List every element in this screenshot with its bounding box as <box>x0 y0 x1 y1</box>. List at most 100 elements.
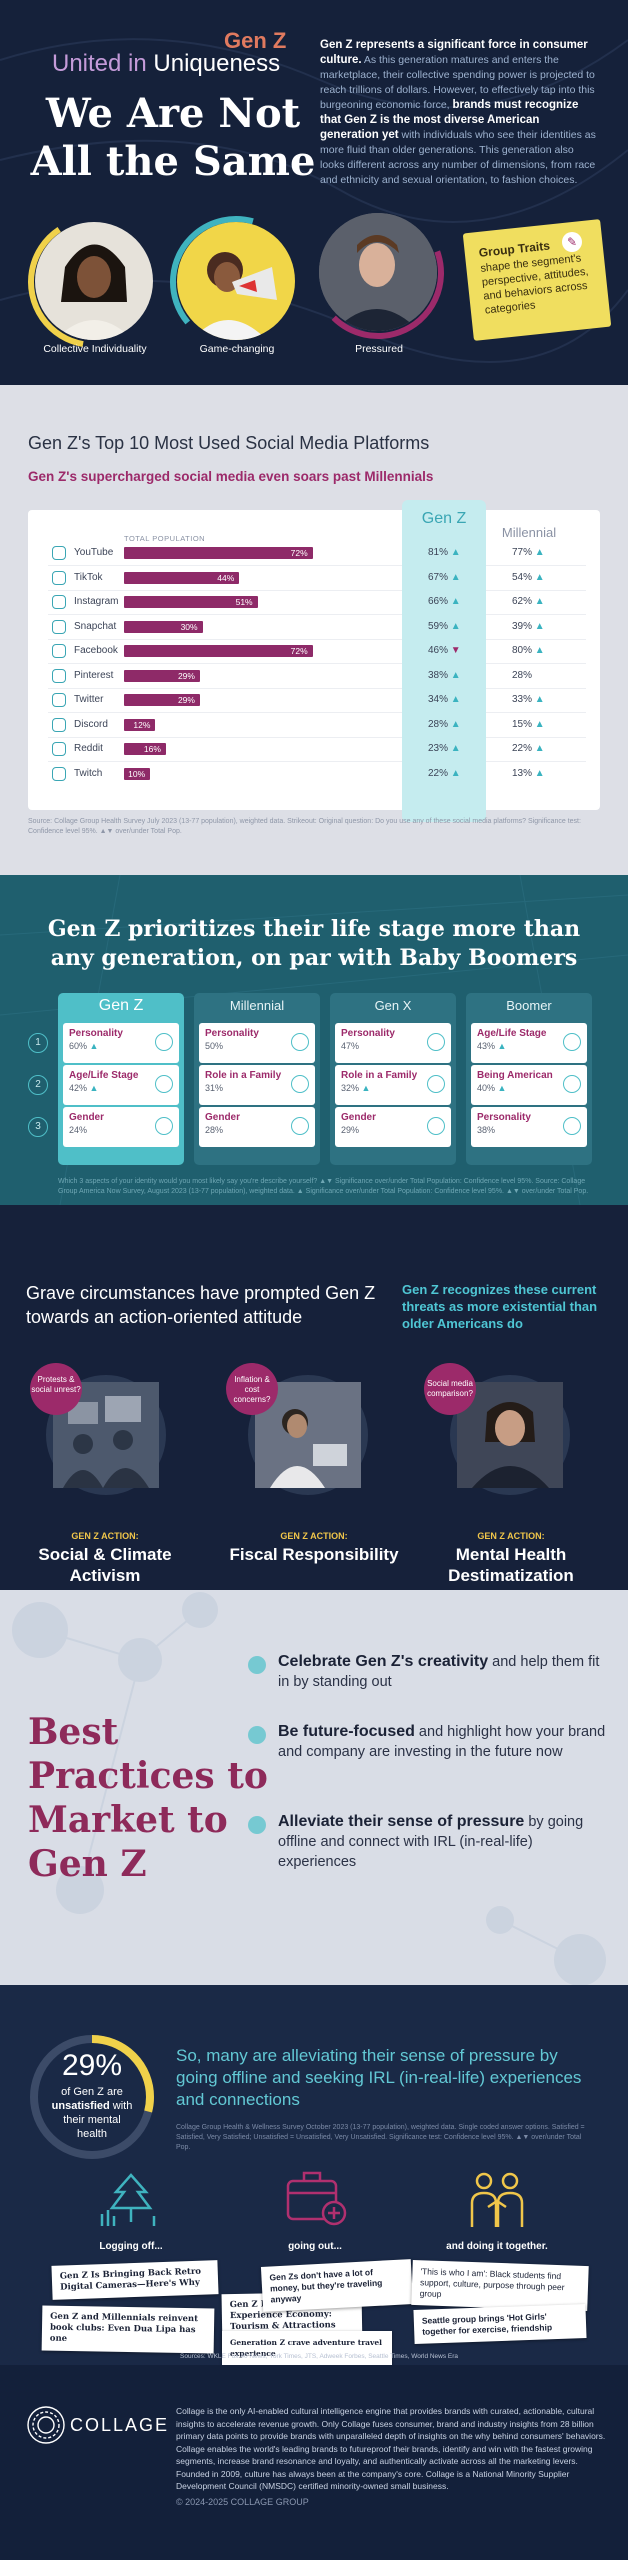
identity-label: Personality <box>69 1028 123 1039</box>
identity-value: 47% <box>341 1041 360 1051</box>
identity-label: Personality <box>205 1028 259 1039</box>
millennial-value: 28% <box>512 669 533 681</box>
life-stage-title: Gen Z prioritizes their life stage more … <box>47 916 581 971</box>
generation-header: Millennial <box>229 998 285 1013</box>
irl-statement: So, many are alleviating their sense of … <box>176 2046 582 2109</box>
millennial-value: 39% ▲ <box>512 620 545 632</box>
smile-icon <box>155 1033 173 1051</box>
identity-cell: Gender 28% <box>199 1107 315 1147</box>
bullet-icon-2 <box>248 1726 266 1744</box>
generation-header: Boomer <box>506 998 552 1013</box>
identity-label: Age/Life Stage <box>69 1070 139 1081</box>
identity-label: Age/Life Stage <box>477 1028 547 1039</box>
platform-label: Facebook <box>74 645 118 656</box>
identity-value: 60% ▲ <box>69 1041 99 1051</box>
row-divider <box>48 589 586 591</box>
total-population-bar: 10% <box>124 767 151 780</box>
total-population-bar: 29% <box>124 694 200 706</box>
group-traits-note: Group Traits shape the segment's perspec… <box>462 219 612 341</box>
identity-value: 28% <box>205 1125 224 1135</box>
action-photo-1 <box>46 1375 166 1495</box>
best-practices-section: Best Practices to Market to Gen Z Celebr… <box>0 1590 628 1985</box>
gender-icon <box>155 1117 173 1135</box>
total-population-bar: 51% <box>124 596 258 608</box>
total-population-label: TOTAL POPULATION <box>124 534 206 543</box>
generation-column-millennial: Millennial Personality 50% Role in a Family… <box>194 993 320 1165</box>
action-name-2: Fiscal Responsibility <box>229 1545 399 1564</box>
identity-cell: Personality 47% <box>335 1023 451 1063</box>
identity-label: Role in a Family <box>205 1070 282 1081</box>
platform-label: Reddit <box>74 743 103 754</box>
total-population-bar: 29% <box>124 669 200 682</box>
news-clip-7: Seattle group brings 'Hot Girls' togethe… <box>413 2304 587 2344</box>
concern-bubble-1: Protests & social unrest? <box>30 1363 82 1415</box>
action-tag-1: GEN Z ACTION: <box>71 1531 139 1541</box>
row-divider <box>48 638 586 640</box>
flag-icon <box>563 1075 581 1093</box>
identity-value: 29% <box>341 1125 360 1135</box>
action-title: Grave circumstances have prompted Gen Z … <box>26 1283 376 1327</box>
row-divider <box>48 712 586 713</box>
action-name-1: Social & Climate Activism <box>38 1545 172 1585</box>
social-chart-card <box>28 510 600 810</box>
generation-column-boomer: Boomer Age/Life Stage 43% ▲ Being American 4… <box>466 993 592 1165</box>
millennial-value: 13% ▲ <box>512 767 545 779</box>
identity-cell: Being American 40% ▲ <box>471 1065 587 1105</box>
family-icon <box>291 1075 309 1093</box>
total-population-bar: 44% <box>124 571 240 584</box>
identity-value: 43% ▲ <box>477 1041 507 1051</box>
identity-value: 40% ▲ <box>477 1083 507 1093</box>
action-photo-3 <box>450 1375 570 1495</box>
social-section-subtitle: Gen Z's supercharged social media even s… <box>28 469 434 484</box>
suitcase-icon <box>286 2171 347 2226</box>
icon-label-3: and doing it together. <box>446 2241 548 2252</box>
portrait-label-2: Game-changing <box>199 343 275 355</box>
platform-icon-tiktok <box>52 570 66 585</box>
gen-z-tagline: Gen Z <box>224 28 287 53</box>
gen-z-column-header: Gen Z <box>421 510 467 527</box>
smile-icon <box>563 1117 581 1135</box>
identity-cell: Age/Life Stage 42% ▲ <box>63 1065 179 1105</box>
page-title: We Are Not All the Same <box>30 90 316 185</box>
gender-icon <box>427 1117 445 1135</box>
platform-label: Instagram <box>74 596 119 607</box>
footer-section: COLLAGE Collage is the only AI-enabled c… <box>0 2365 628 2560</box>
gen-z-value: 22% ▲ <box>428 767 461 779</box>
identity-cell: Role in a Family 32% ▲ <box>335 1065 451 1105</box>
gen-z-column-highlight <box>402 500 486 822</box>
icon-label-1: Logging off... <box>99 2241 163 2252</box>
stat-description: of Gen Z are unsatisfied with their ment… <box>51 2086 133 2140</box>
collage-logo-icon <box>27 2406 65 2444</box>
platform-label: Pinterest <box>74 669 114 681</box>
row-divider <box>48 565 586 566</box>
action-section: Grave circumstances have prompted Gen Z … <box>0 1205 628 1590</box>
family-icon <box>427 1075 445 1093</box>
platform-label: Twitch <box>74 767 103 779</box>
identity-value: 32% ▲ <box>341 1083 371 1093</box>
platform-label: YouTube <box>74 547 114 558</box>
bullet-icon-3 <box>248 1816 266 1834</box>
platform-label: TikTok <box>74 571 103 583</box>
platform-icon-pinterest <box>52 668 66 683</box>
portrait-ring-2 <box>170 216 302 348</box>
concern-bubble-3: Social media comparison? <box>424 1363 476 1415</box>
intro-paragraph: Gen Z represents a significant force in … <box>320 39 596 186</box>
identity-cell: Gender 24% <box>63 1107 179 1147</box>
identity-label: Gender <box>69 1112 105 1123</box>
row-divider <box>48 736 586 738</box>
identity-value: 42% ▲ <box>69 1083 99 1093</box>
news-clip-1: Gen Z Is Bringing Back Retro Digital Cam… <box>51 2260 219 2300</box>
action-tag-3: GEN Z ACTION: <box>477 1531 545 1541</box>
identity-value: 31% <box>205 1083 224 1093</box>
millennial-value: 62% ▲ <box>512 596 545 607</box>
portrait-ring-3 <box>312 207 444 339</box>
gen-z-value: 59% ▲ <box>428 620 461 632</box>
millennial-value: 54% ▲ <box>512 571 545 583</box>
identity-label: Gender <box>205 1112 241 1123</box>
life-stage-source-note: Which 3 aspects of your identity would y… <box>58 1178 589 1195</box>
tree-icon <box>100 2173 156 2226</box>
total-population-bar: 12% <box>124 718 156 731</box>
gen-z-value: 28% ▲ <box>428 718 461 730</box>
united-tagline: United in Uniqueness <box>52 50 281 77</box>
identity-value: 38% <box>477 1125 496 1135</box>
